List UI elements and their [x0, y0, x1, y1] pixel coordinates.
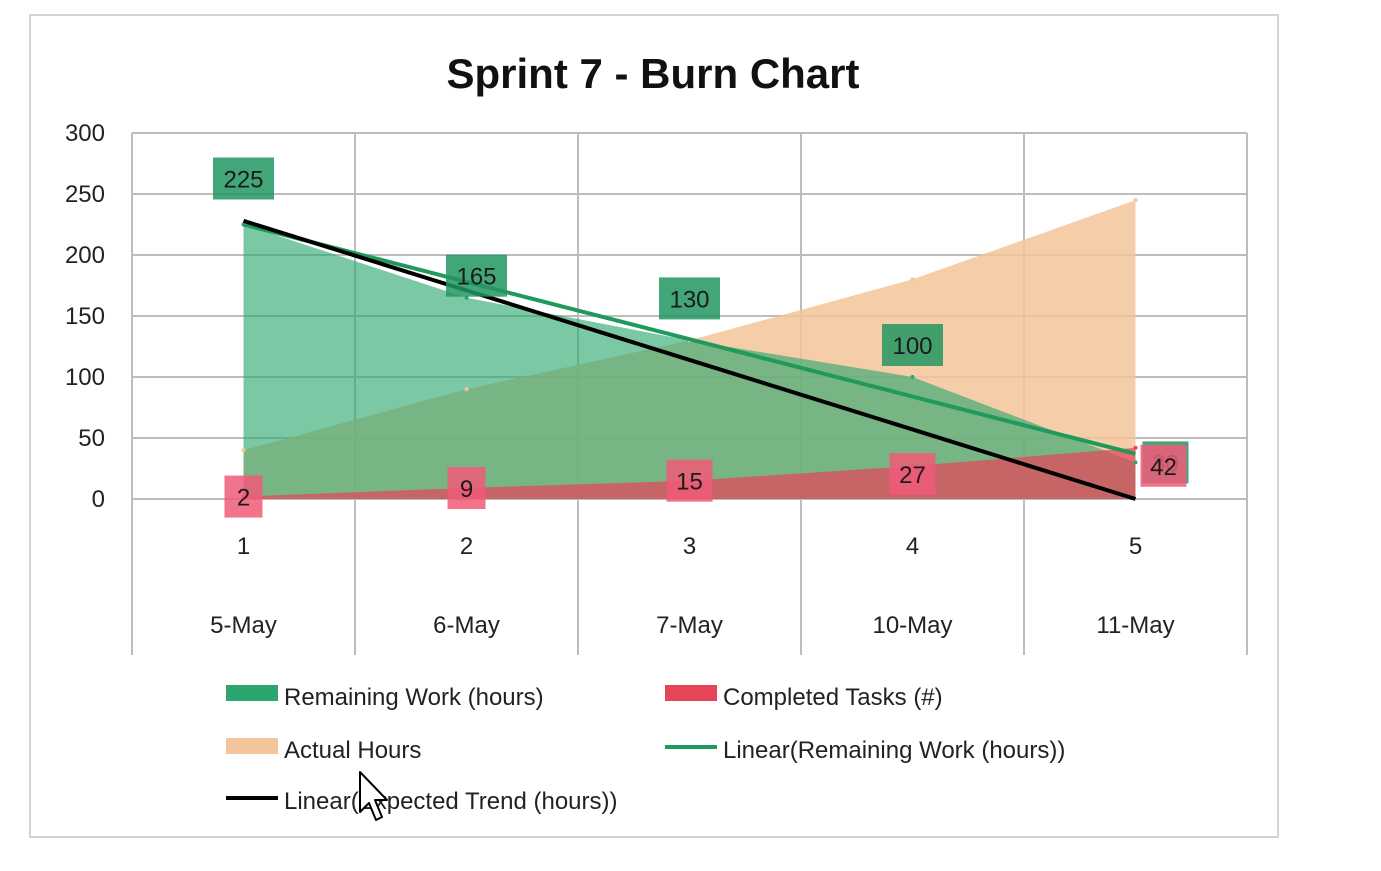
y-tick-label: 300	[65, 120, 105, 147]
legend-label: Linear(Remaining Work (hours))	[723, 737, 1065, 764]
data-label-remaining-work-box	[659, 277, 720, 320]
data-label-remaining-work-box	[882, 324, 943, 366]
point-actual-hours	[464, 387, 469, 392]
data-label-completed-tasks-box	[224, 475, 263, 518]
trendline-remaining-work	[243, 222, 1136, 456]
point-actual-hours	[1133, 198, 1138, 203]
data-label-remaining-work-box	[213, 157, 274, 200]
data-label-remaining-work-box	[446, 254, 507, 297]
data-label-completed-tasks: 2	[237, 485, 250, 512]
point-actual-hours	[910, 277, 915, 282]
mouse-cursor-icon	[359, 771, 388, 821]
data-label-remaining-work: 165	[456, 264, 496, 291]
legend-swatch	[226, 738, 278, 754]
legend-label: Remaining Work (hours)	[284, 684, 544, 711]
legend-swatch	[226, 685, 278, 701]
y-tick-label: 200	[65, 242, 105, 269]
trendline-expected	[242, 218, 1137, 501]
data-label-completed-tasks: 27	[899, 462, 926, 489]
point-completed-tasks	[1133, 445, 1138, 450]
data-labels: 2251651301003029152742	[213, 157, 1189, 518]
y-tick-label: 50	[78, 425, 105, 452]
data-label-completed-tasks-box	[1140, 444, 1187, 487]
point-remaining-work	[1133, 460, 1138, 465]
x-date-label: 6-May	[433, 612, 500, 639]
x-date-label: 7-May	[656, 612, 723, 639]
data-label-completed-tasks: 42	[1150, 454, 1177, 481]
y-tick-label: 100	[65, 364, 105, 391]
x-tick-label: 4	[906, 533, 919, 560]
x-tick-label: 2	[460, 533, 473, 560]
trend-lines	[242, 218, 1137, 501]
y-tick-label: 150	[65, 303, 105, 330]
chart-title: Sprint 7 - Burn Chart	[446, 50, 859, 97]
series-areas	[241, 198, 1138, 499]
legend: Remaining Work (hours) Completed Tasks (#…	[226, 684, 1065, 815]
x-tick-label: 1	[237, 533, 250, 560]
point-actual-hours	[241, 448, 246, 453]
point-remaining-work	[910, 375, 915, 379]
x-date-label: 5-May	[210, 612, 277, 639]
data-label-remaining-work: 130	[669, 286, 709, 313]
legend-label: Actual Hours	[284, 737, 421, 764]
y-tick-label: 0	[92, 486, 105, 513]
data-label-completed-tasks: 9	[460, 476, 473, 503]
x-date-label: 11-May	[1096, 612, 1174, 639]
legend-label: Completed Tasks (#)	[723, 684, 943, 711]
x-tick-label: 5	[1129, 533, 1142, 560]
axes: 300 250 200 150 100 50 0 1 2 3 4 5 5-May 6-May 7-May 10…	[65, 120, 1175, 639]
data-label-completed-tasks-box	[447, 467, 486, 510]
data-label-completed-tasks-box	[666, 459, 713, 502]
x-date-label: 10-May	[872, 612, 952, 639]
data-label-completed-tasks: 15	[676, 469, 703, 496]
x-tick-label: 3	[683, 533, 696, 560]
data-label-completed-tasks-box	[889, 453, 936, 496]
legend-label: Linear(Expected Trend (hours))	[284, 788, 618, 815]
y-tick-label: 250	[65, 181, 105, 208]
legend-swatch	[665, 685, 717, 701]
data-label-remaining-work: 225	[223, 167, 263, 194]
data-label-remaining-work: 100	[892, 333, 932, 360]
